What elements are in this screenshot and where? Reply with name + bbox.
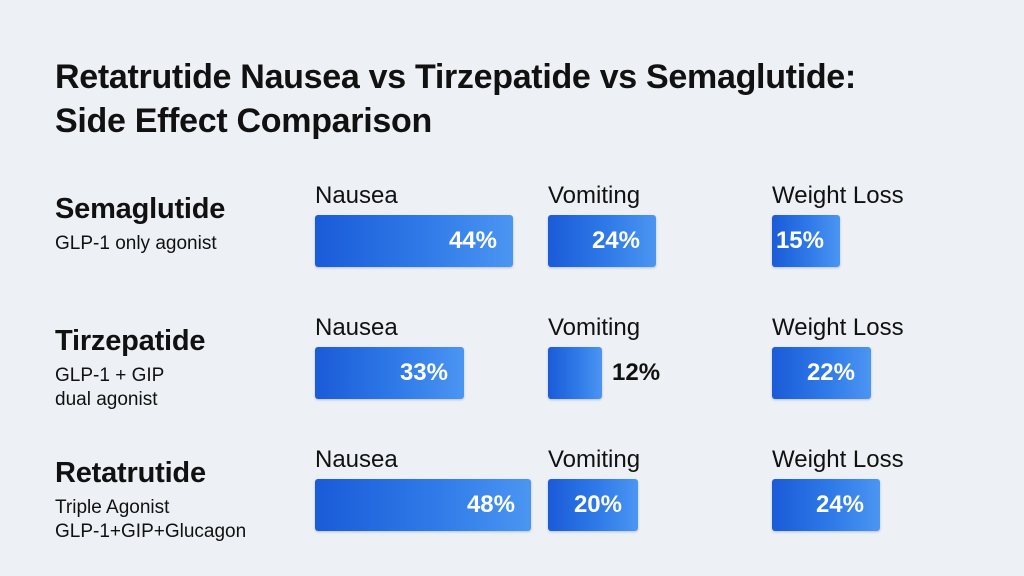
metric-label-vomiting: Vomiting [548, 182, 641, 209]
bar-tirzepatide-vomiting [548, 347, 602, 399]
drug-tirzepatide: Tirzepatide GLP-1 + GIP dual agonist [55, 324, 295, 412]
bar-value-semaglutide-weight-loss: 15% [775, 227, 824, 254]
chart-title-line-2: Side Effect Comparison [55, 102, 432, 140]
metric-label-weight-loss: Weight Loss [772, 314, 904, 341]
bar-semaglutide-nausea [315, 215, 513, 267]
drug-subtitle: Triple Agonist GLP-1+GIP+Glucagon [55, 496, 295, 544]
drug-subtitle-line-2: GLP-1+GIP+Glucagon [55, 521, 247, 542]
bar-retatrutide-vomiting [548, 479, 638, 531]
metric-label-vomiting: Vomiting [548, 446, 641, 473]
bar-retatrutide-weight-loss [772, 479, 880, 531]
drug-subtitle-line-1: GLP-1 only agonist [55, 233, 217, 254]
drug-name: Retatrutide [55, 457, 206, 489]
bar-value-retatrutide-vomiting: 20% [573, 491, 622, 518]
bar-tirzepatide-nausea [315, 347, 464, 399]
bar-semaglutide-vomiting [548, 215, 656, 267]
drug-subtitle-line-2: dual agonist [55, 389, 158, 410]
metric-label-vomiting: Vomiting [548, 314, 641, 341]
metric-label-nausea: Nausea [315, 182, 398, 209]
bar-retatrutide-nausea [315, 479, 531, 531]
chart-title-line-1: Retatrutide Nausea vs Tirzepatide vs Sem… [55, 58, 856, 96]
bar-tirzepatide-weight-loss [772, 347, 871, 399]
bar-value-semaglutide-nausea: 44% [448, 227, 497, 254]
metric-label-nausea: Nausea [315, 314, 398, 341]
drug-name: Tirzepatide [55, 325, 206, 357]
drug-name: Semaglutide [55, 193, 226, 225]
bar-value-tirzepatide-weight-loss: 22% [806, 359, 855, 386]
drug-retatrutide: Retatrutide Triple Agonist GLP-1+GIP+Gluca… [55, 456, 295, 544]
bar-value-retatrutide-weight-loss: 24% [815, 491, 864, 518]
drug-subtitle-line-1: Triple Agonist [55, 497, 170, 518]
metric-label-weight-loss: Weight Loss [772, 446, 904, 473]
bar-value-semaglutide-vomiting: 24% [591, 227, 640, 254]
chart-title: Retatrutide Nausea vs Tirzepatide vs Sem… [55, 55, 995, 143]
drug-subtitle: GLP-1 + GIP dual agonist [55, 364, 295, 412]
bar-value-tirzepatide-nausea: 33% [399, 359, 448, 386]
bar-value-tirzepatide-vomiting: 12% [612, 359, 661, 386]
drug-semaglutide: Semaglutide GLP-1 only agonist [55, 192, 295, 256]
drug-subtitle: GLP-1 only agonist [55, 232, 295, 256]
drug-subtitle-line-1: GLP-1 + GIP [55, 365, 165, 386]
metric-label-weight-loss: Weight Loss [772, 182, 904, 209]
bar-value-retatrutide-nausea: 48% [466, 491, 515, 518]
bar-semaglutide-weight-loss [772, 215, 840, 267]
metric-label-nausea: Nausea [315, 446, 398, 473]
